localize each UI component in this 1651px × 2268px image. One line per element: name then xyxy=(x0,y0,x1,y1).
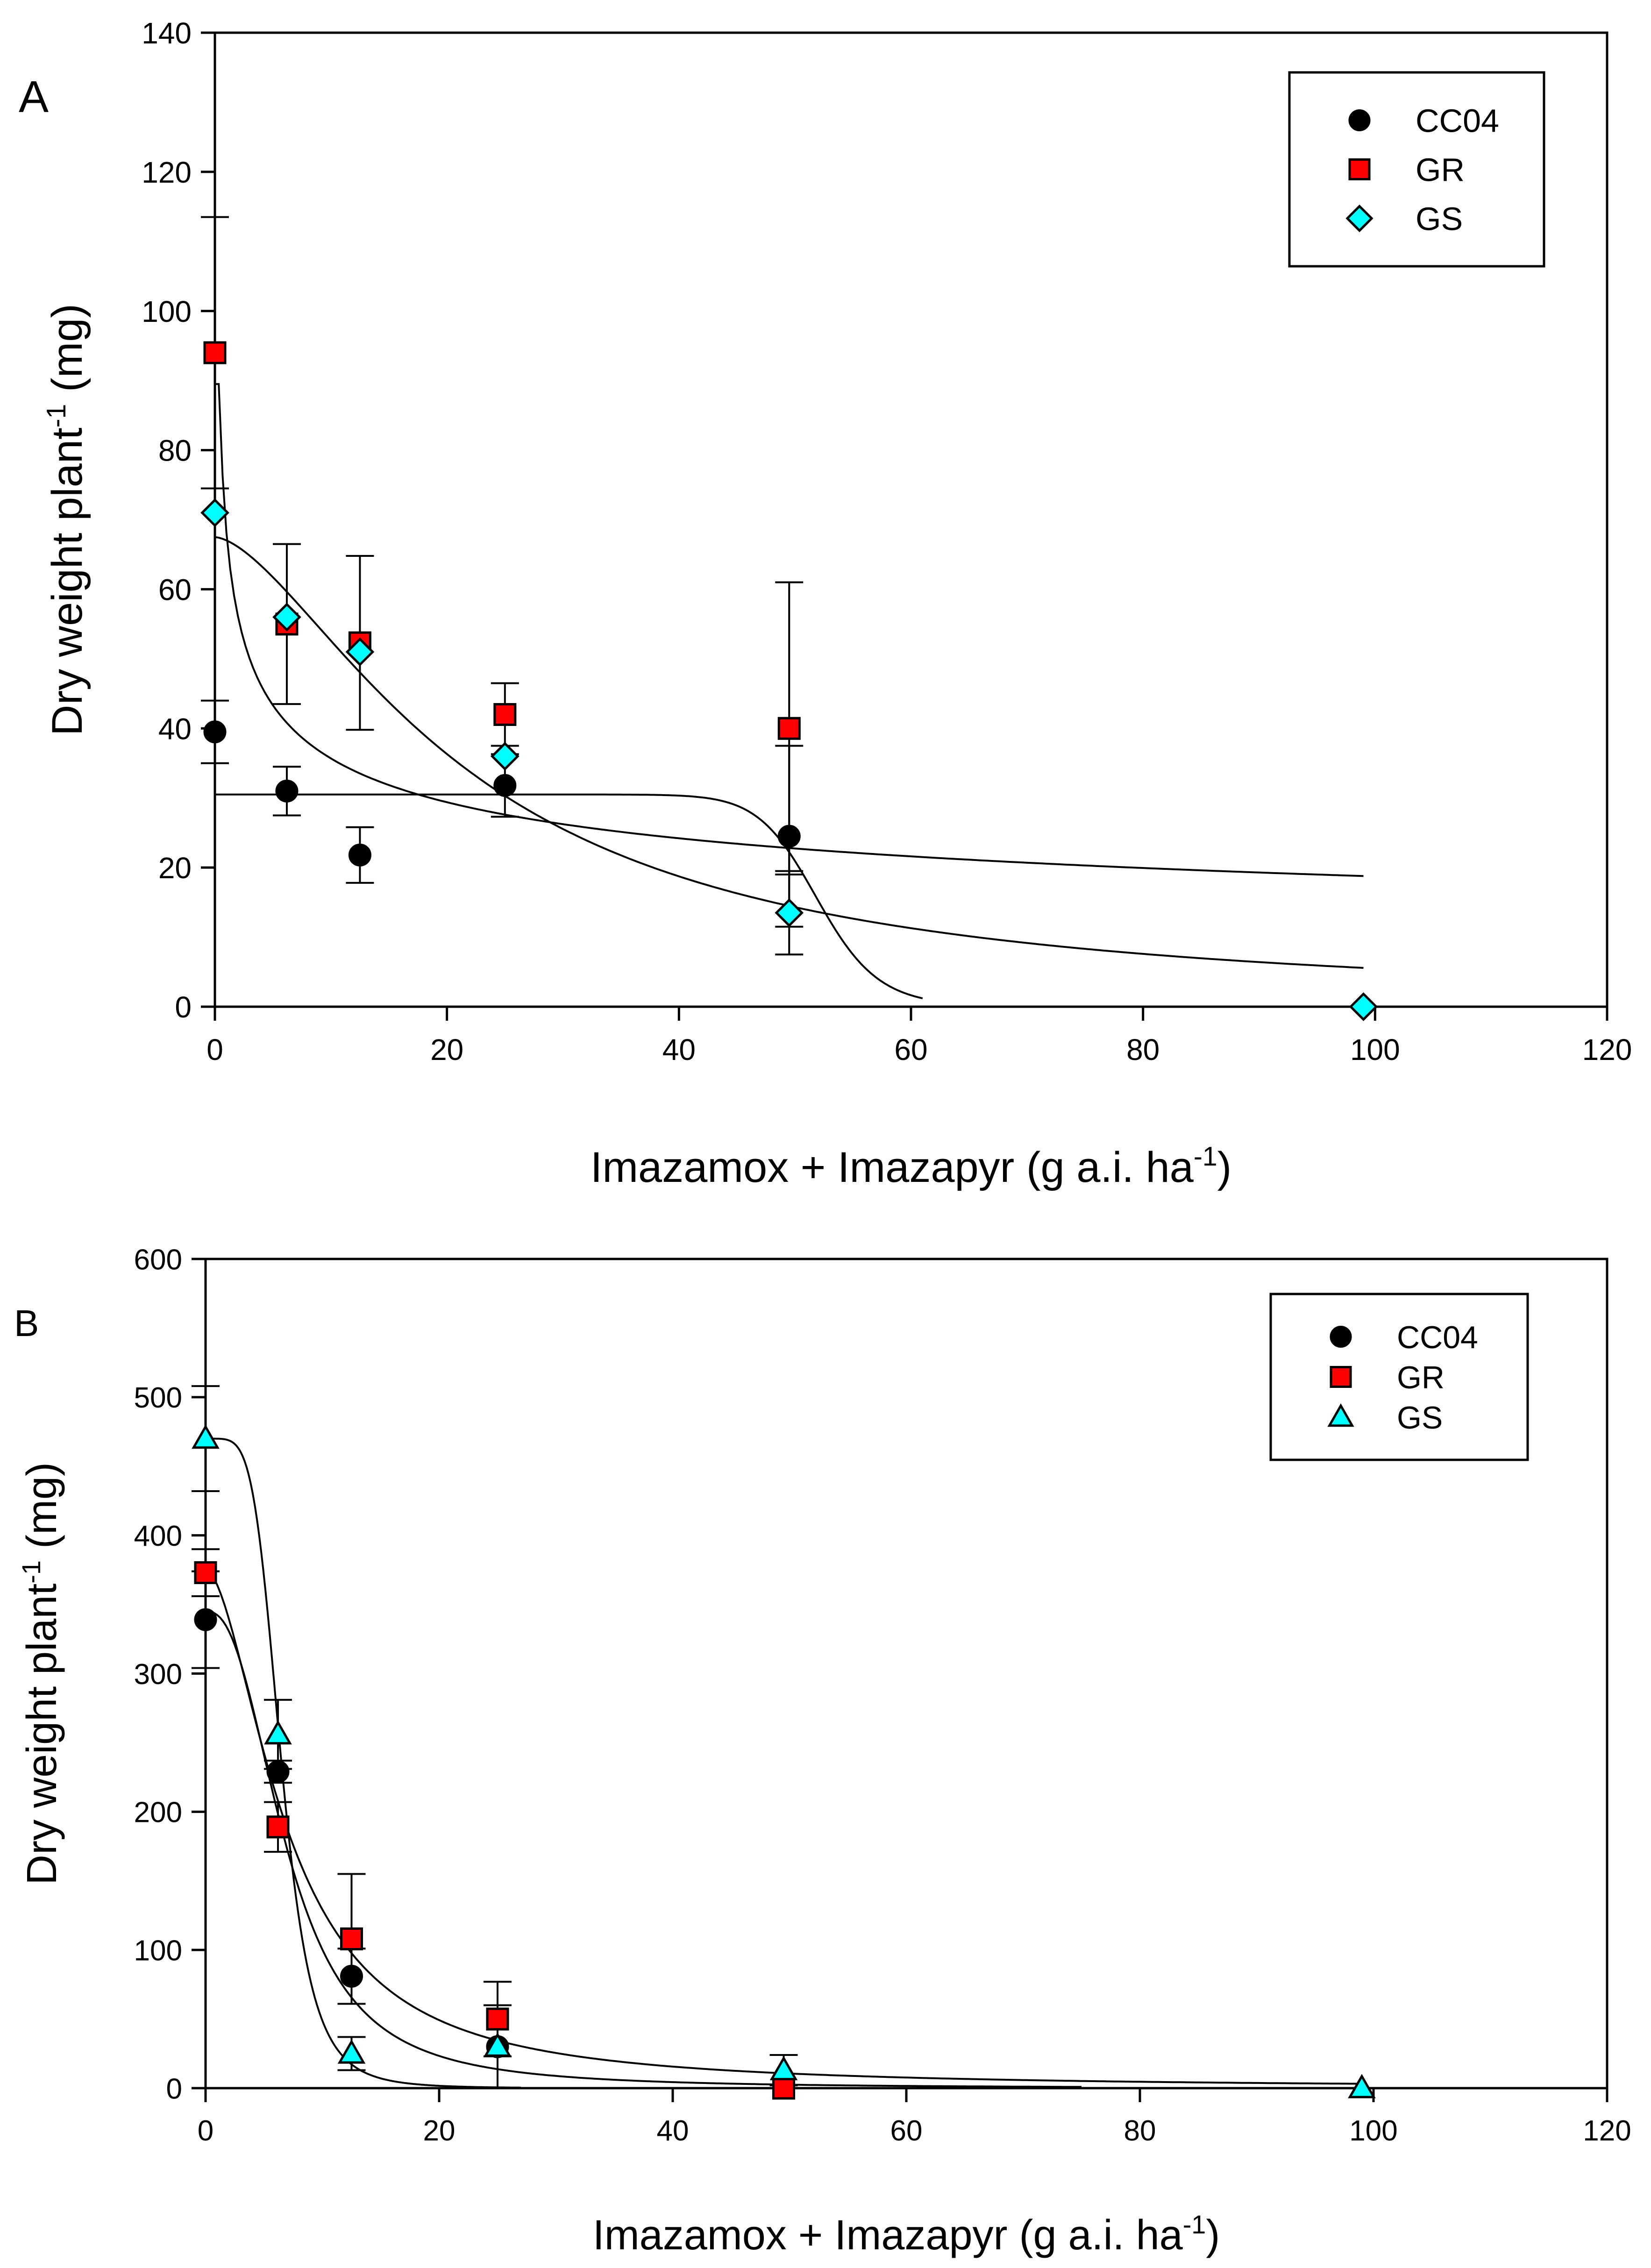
x-tick-label: 100 xyxy=(1349,2115,1397,2147)
y-axis-title-main: Dry weight plant xyxy=(19,1584,65,1885)
x-tick-label: 0 xyxy=(206,1033,223,1066)
y-tick-label: 500 xyxy=(134,1382,182,1414)
data-point-gs xyxy=(775,898,804,927)
y-tick-label: 200 xyxy=(134,1797,182,1829)
y-tick-label: 140 xyxy=(142,16,192,50)
x-tick-label: 20 xyxy=(430,1033,463,1066)
legend-marker-cc04 xyxy=(1348,109,1371,131)
x-axis-title-end: ) xyxy=(1206,2212,1220,2259)
data-point-cc04 xyxy=(194,1608,217,1631)
data-point-gs xyxy=(200,498,229,527)
y-tick-label: 100 xyxy=(142,295,192,328)
legend-marker-gs xyxy=(1345,204,1373,233)
legend-label-gr: GR xyxy=(1416,152,1465,188)
chart-panel-b: 0 20 40 60 80 100 120 0 100 200 300 400 500 600 B Imaza… xyxy=(14,1244,1631,2259)
legend-label-cc04: CC04 xyxy=(1416,103,1499,139)
data-point-cc04 xyxy=(266,1760,290,1784)
x-tick-label: 40 xyxy=(657,2115,689,2147)
y-tick-label: 120 xyxy=(142,156,192,189)
y-axis-title-sup: -1 xyxy=(42,404,71,428)
data-point-cc04 xyxy=(203,720,227,744)
legend-marker-gr xyxy=(1348,158,1371,180)
x-axis-title: Imazamox + Imazapyr (g a.i. ha-1) xyxy=(593,2210,1220,2259)
data-point-gr xyxy=(340,1927,363,1950)
x-axis-title-main: Imazamox + Imazapyr (g a.i. ha xyxy=(593,2212,1183,2259)
data-point-gs xyxy=(345,637,375,667)
x-tick-label: 80 xyxy=(1126,1033,1160,1066)
data-point-gs xyxy=(192,1424,220,1449)
x-axis-title-main: Imazamox + Imazapyr (g a.i. ha xyxy=(591,1144,1194,1191)
data-point-gs xyxy=(484,2032,512,2057)
data-point-gs xyxy=(1349,992,1378,1021)
data-point-gr xyxy=(203,341,227,364)
x-axis-title-end: ) xyxy=(1217,1144,1232,1191)
data-point-cc04 xyxy=(340,1964,363,1988)
y-tick-label: 60 xyxy=(158,573,192,606)
fit-curve-cc04 xyxy=(205,1610,1082,2088)
x-axis-title-sup: -1 xyxy=(1194,1142,1217,1172)
y-tick-label: 400 xyxy=(134,1520,182,1552)
legend-label-gr: GR xyxy=(1397,1360,1445,1395)
y-axis-title: Dry weight plant-1 (mg) xyxy=(42,304,91,736)
data-point-gr xyxy=(777,717,801,740)
data-point-gr xyxy=(486,2007,509,2031)
data-point-gr xyxy=(266,1815,290,1839)
data-point-gr xyxy=(772,2076,795,2100)
data-point-gr xyxy=(194,1561,217,1585)
fit-curve-cc04 xyxy=(215,793,923,1000)
x-tick-label: 120 xyxy=(1583,2115,1631,2147)
data-point-gr xyxy=(493,703,517,726)
y-tick-label: 80 xyxy=(158,434,192,468)
x-tick-label: 60 xyxy=(890,2115,923,2147)
y-axis-title-end: (mg) xyxy=(43,304,91,404)
data-point-gs xyxy=(769,2055,798,2081)
legend-label-cc04: CC04 xyxy=(1397,1320,1478,1355)
y-axis-title-sup: -1 xyxy=(16,1560,46,1584)
legend-marker-gr xyxy=(1330,1366,1352,1388)
panel-label: A xyxy=(19,72,49,122)
legend-marker-gs xyxy=(1327,1403,1354,1427)
x-tick-label: 0 xyxy=(198,2115,213,2147)
y-axis-title-end: (mg) xyxy=(19,1462,65,1560)
panel-label: B xyxy=(14,1302,39,1344)
x-tick-label: 60 xyxy=(894,1033,927,1066)
x-tick-label: 120 xyxy=(1582,1033,1632,1066)
legend-box xyxy=(1269,1293,1529,1461)
x-tick-label: 20 xyxy=(423,2115,455,2147)
y-tick-label: 0 xyxy=(166,2073,182,2105)
data-point-gs xyxy=(491,742,519,771)
y-tick-label: 300 xyxy=(134,1658,182,1691)
legend-label-gs: GS xyxy=(1416,201,1463,237)
y-axis-title: Dry weight plant-1 (mg) xyxy=(16,1462,65,1885)
x-axis-title-sup: -1 xyxy=(1183,2210,1206,2239)
data-point-cc04 xyxy=(275,779,299,803)
data-point-cc04 xyxy=(777,825,801,848)
data-point-gs xyxy=(264,1720,292,1745)
data-point-gs xyxy=(1348,2074,1376,2098)
chart-panel-a: 0 20 40 60 80 100 120 0 20 40 60 80 100 120 140 A Imazam… xyxy=(19,16,1632,1191)
y-tick-label: 20 xyxy=(158,851,192,885)
x-axis-title: Imazamox + Imazapyr (g a.i. ha-1) xyxy=(591,1142,1231,1191)
data-point-gs xyxy=(272,603,301,632)
y-tick-label: 100 xyxy=(134,1934,182,1967)
legend-box xyxy=(1288,71,1545,268)
y-tick-label: 0 xyxy=(175,990,192,1024)
fit-curve-gr xyxy=(205,1569,1362,2085)
y-axis-title-main: Dry weight plant xyxy=(43,427,91,736)
y-tick-label: 600 xyxy=(134,1244,182,1276)
fit-curve-gs xyxy=(206,1437,521,2089)
x-tick-label: 80 xyxy=(1124,2115,1156,2147)
legend-marker-cc04 xyxy=(1330,1326,1352,1348)
legend-label-gs: GS xyxy=(1397,1400,1443,1436)
data-point-cc04 xyxy=(493,774,517,797)
y-tick-label: 40 xyxy=(158,712,192,746)
data-point-cc04 xyxy=(348,843,371,867)
data-point-gs xyxy=(337,2039,366,2064)
x-tick-label: 100 xyxy=(1350,1033,1400,1066)
x-tick-label: 40 xyxy=(662,1033,696,1066)
